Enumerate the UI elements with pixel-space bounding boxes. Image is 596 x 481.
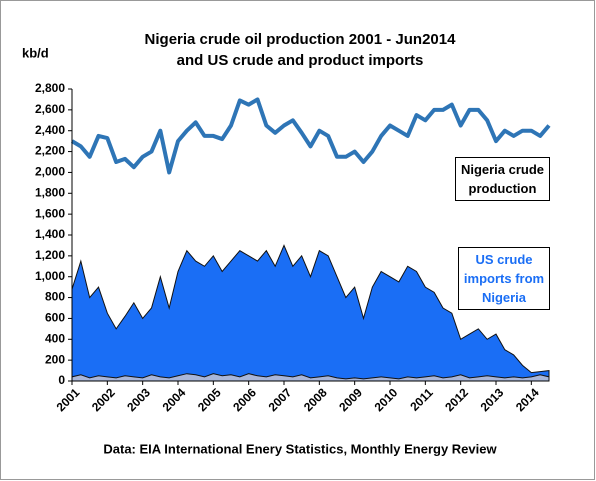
area (71, 373, 550, 382)
y-tick-label: 1,400 (35, 227, 65, 241)
y-tick-label: 1,200 (35, 248, 65, 262)
legend-entry: Nigeria crude production (455, 157, 550, 201)
chart-subtitle: and US crude and product imports (177, 52, 424, 69)
y-tick-label: 0 (58, 373, 65, 387)
chart-title: Nigeria crude oil production 2001 - Jun2… (145, 31, 457, 48)
y-tick-label: 1,800 (35, 185, 65, 199)
y-axis-label: kb/d (22, 45, 49, 60)
y-tick-label: 1,600 (35, 206, 65, 220)
legend-entry: US crude imports from Nigeria (458, 247, 550, 310)
y-tick-label: 800 (45, 290, 65, 304)
y-tick-label: 2,800 (35, 81, 65, 95)
y-tick-label: 2,400 (35, 123, 65, 137)
y-tick-label: 1,000 (35, 269, 65, 283)
area (71, 244, 550, 382)
y-tick-label: 400 (45, 331, 65, 345)
y-tick-label: 200 (45, 352, 65, 366)
footnote: Data: EIA International Enery Statistics… (103, 441, 497, 456)
y-tick-label: 2,200 (35, 144, 65, 158)
y-tick-label: 2,600 (35, 102, 65, 116)
y-tick-label: 600 (45, 311, 65, 325)
y-tick-label: 2,000 (35, 165, 65, 179)
line (70, 97, 551, 175)
